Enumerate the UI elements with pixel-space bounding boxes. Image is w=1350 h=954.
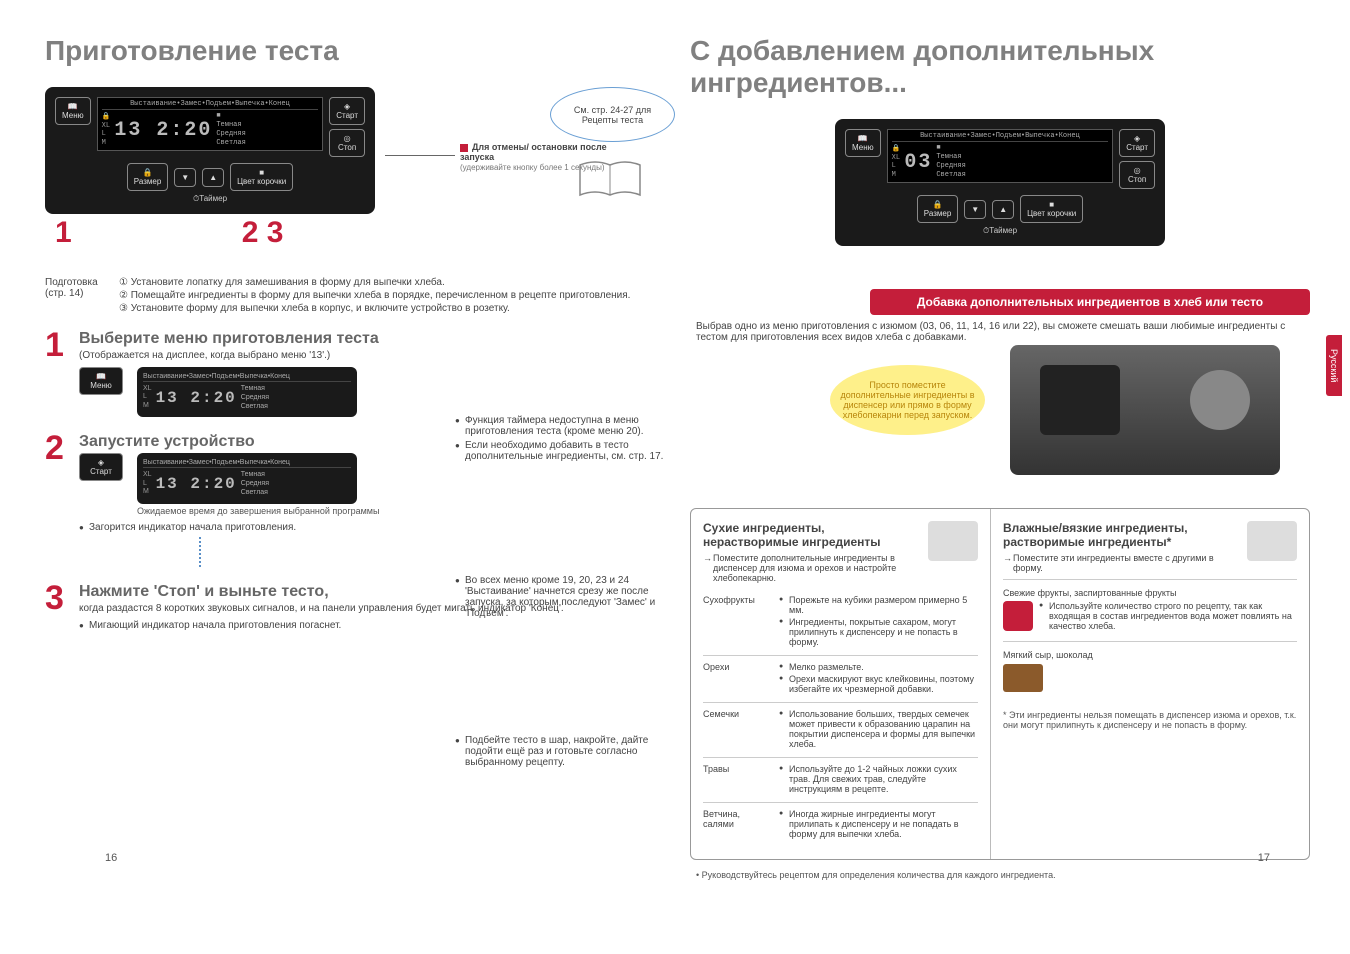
- time-display-r: 03: [904, 151, 932, 174]
- prep-section: Подготовка(стр. 14) ① Установите лопатку…: [45, 277, 650, 316]
- timer-down-r: ▼: [964, 200, 986, 219]
- wet-ingredients: Влажные/вязкие ингредиенты,растворимые и…: [991, 509, 1309, 859]
- ing-row: Сухофрукты Порежьте на кубики размером п…: [703, 589, 978, 655]
- crust-indicator: ■ТемнаяСредняяСветлая: [216, 112, 245, 148]
- dry-ingredients: Сухие ингредиенты,нерастворимые ингредие…: [691, 509, 991, 859]
- right-page: С добавлением дополнительных ингредиенто…: [690, 35, 1310, 880]
- wet-sub: Поместите эти ингредиенты вместе с други…: [1003, 553, 1233, 573]
- step-2-bullet: Загорится индикатор начала приготовления…: [79, 522, 650, 533]
- size-button: 🔒Размер: [127, 163, 169, 191]
- intro-text: Выбрав одно из меню приготовления с изюм…: [696, 321, 1310, 343]
- recipe-callout: См. стр. 24-27 для Рецепты теста: [550, 87, 675, 142]
- stop-button: ◎Стоп: [329, 129, 365, 157]
- menu-button: 📖Меню: [55, 97, 91, 125]
- time-display: 13 2:20: [114, 119, 212, 142]
- cheese-icon: [1003, 664, 1043, 692]
- right-title: С добавлением дополнительных ингредиенто…: [690, 35, 1310, 99]
- lcd-panel-right: 📖Меню Выстаивание•Замес•Подъем•Выпечка•К…: [835, 119, 1165, 246]
- marker-1: 1: [55, 216, 72, 250]
- prep-item-1: ① Установите лопатку для замешивания в ф…: [119, 277, 650, 288]
- size-button-r: 🔒Размер: [917, 195, 959, 223]
- dry-sub: Поместите дополнительные ингредиенты в д…: [703, 553, 914, 583]
- size-indicator: 🔒XLLM: [102, 113, 111, 147]
- main-panel-illustration: 📖Меню Выстаивание•Замес•Подъем•Выпечка•К…: [45, 87, 650, 267]
- step-3-title: Нажмите 'Стоп' и выньте тесто,: [79, 583, 650, 601]
- page-number-right: 17: [1258, 852, 1270, 864]
- footnote: • Руководствуйтесь рецептом для определе…: [696, 870, 1310, 880]
- prep-label: Подготовка(стр. 14): [45, 277, 107, 316]
- step-3: 3 Нажмите 'Стоп' и выньте тесто, когда р…: [45, 583, 650, 634]
- breadmaker-image: [1010, 345, 1280, 475]
- menu-btn-small: 📖Меню: [79, 367, 123, 395]
- timer-label: ⏱Таймер: [55, 194, 365, 204]
- step-num-3: 3: [45, 583, 69, 634]
- banner: Добавка дополнительных ингредиентов в хл…: [870, 289, 1310, 315]
- step-2-caption: Ожидаемое время до завершения выбранной …: [137, 506, 379, 516]
- prep-items: ① Установите лопатку для замешивания в ф…: [119, 277, 650, 316]
- ing-row: Травы Используйте до 1-2 чайных ложки су…: [703, 757, 978, 802]
- fruit-icon: [1003, 601, 1033, 631]
- lcd-display: Выстаивание•Замес•Подъем•Выпечка•Конец 🔒…: [97, 97, 324, 151]
- lcd-small-1: Выстаивание•Замес•Подъем•Выпечка•Конец X…: [137, 367, 357, 417]
- timer-up-r: ▲: [992, 200, 1014, 219]
- language-tab: Русский: [1326, 335, 1342, 396]
- wet-title: Влажные/вязкие ингредиенты,растворимые и…: [1003, 521, 1233, 549]
- step-1-sub: (Отображается на дисплее, когда выбрано …: [79, 350, 650, 361]
- yellow-bubble: Просто поместите дополнительные ингредие…: [830, 365, 985, 435]
- wet-row-1: Свежие фрукты, заспиртованные фрукты Исп…: [1003, 579, 1297, 641]
- step-3-bullet: Мигающий индикатор начала приготовления …: [79, 620, 650, 631]
- crust-button: ■Цвет корочки: [230, 163, 293, 191]
- step-1: 1 Выберите меню приготовления теста (Ото…: [45, 330, 650, 417]
- page-number-left: 16: [105, 852, 117, 864]
- timer-up: ▲: [202, 168, 224, 187]
- step-num-2: 2: [45, 433, 69, 566]
- prep-item-2: ② Помещайте ингредиенты в форму для выпе…: [119, 290, 650, 301]
- ing-row: Ветчина, салями Иногда жирные ингредиент…: [703, 802, 978, 847]
- prep-item-3: ③ Установите форму для выпечки хлеба в к…: [119, 303, 650, 314]
- step-3-notes: Подбейте тесто в шар, накройте, дайте по…: [455, 735, 665, 771]
- dispenser-img: [928, 521, 978, 561]
- start-button: ◈Старт: [329, 97, 365, 125]
- timer-down: ▼: [174, 168, 196, 187]
- lcd-display-r: Выстаивание•Замес•Подъем•Выпечка•Конец 🔒…: [887, 129, 1114, 183]
- crust-button-r: ■Цвет корочки: [1020, 195, 1083, 223]
- start-btn-small: ◈Старт: [79, 453, 123, 481]
- left-page: Приготовление теста 📖Меню Выстаивание•За…: [45, 35, 650, 880]
- stop-button-r: ◎Стоп: [1119, 161, 1155, 189]
- step-3-sub: когда раздастся 8 коротких звуковых сигн…: [79, 603, 650, 614]
- wet-row-2: Мягкий сыр, шоколад: [1003, 641, 1297, 700]
- ingredients-panel: Сухие ингредиенты,нерастворимые ингредие…: [690, 508, 1310, 860]
- lcd-panel-main: 📖Меню Выстаивание•Замес•Подъем•Выпечка•К…: [45, 87, 375, 214]
- left-title: Приготовление теста: [45, 35, 650, 67]
- menu-button-r: 📖Меню: [845, 129, 881, 157]
- ing-row: Орехи Мелко размельте. Орехи маскируют в…: [703, 655, 978, 702]
- cancel-note: Для отмены/ остановки после запуска (уде…: [460, 142, 620, 172]
- step-2-title: Запустите устройство: [79, 433, 650, 451]
- dry-title: Сухие ингредиенты,нерастворимые ингредие…: [703, 521, 914, 549]
- marker-23: 2 3: [242, 216, 284, 250]
- step-1-title: Выберите меню приготовления теста: [79, 330, 650, 348]
- step-2: 2 Запустите устройство ◈Старт Выстаивани…: [45, 433, 650, 566]
- step-num-1: 1: [45, 330, 69, 417]
- dotted-connector: [199, 537, 650, 567]
- pan-img: [1247, 521, 1297, 561]
- lcd-small-2: Выстаивание•Замес•Подъем•Выпечка•Конец X…: [137, 453, 357, 503]
- ing-row: Семечки Использование больших, твердых с…: [703, 702, 978, 757]
- start-button-r: ◈Старт: [1119, 129, 1155, 157]
- asterisk-note: * Эти ингредиенты нельзя помещать в дисп…: [1003, 710, 1297, 730]
